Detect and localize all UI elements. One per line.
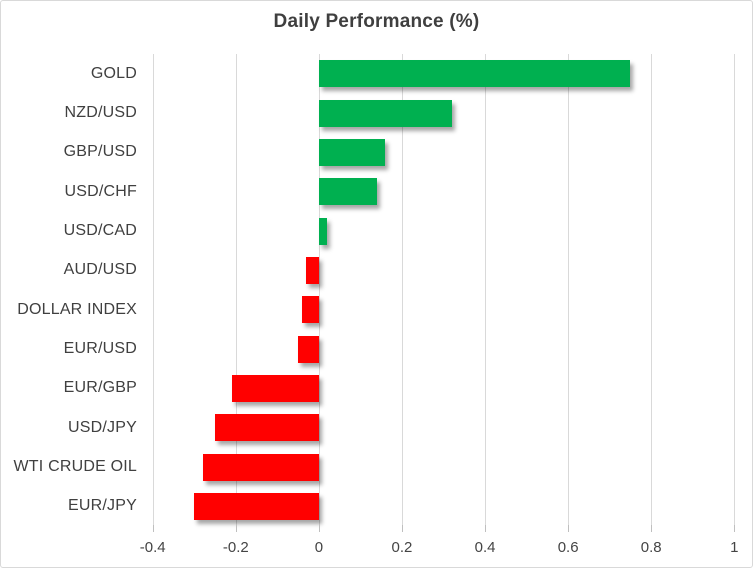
gridline-x-0.8 — [651, 54, 653, 526]
category-label-gbp-usd: GBP/USD — [63, 143, 137, 161]
bar-usd-cad — [318, 217, 328, 245]
category-label-usd-cad: USD/CAD — [63, 222, 137, 239]
category-label-usd-chf: USD/CHF — [64, 182, 137, 200]
gridline-x-0.6 — [568, 54, 570, 526]
x-tick-label-0.6: 0.6 — [557, 539, 579, 556]
chart-title: Daily Performance (%) — [273, 11, 480, 32]
x-tick-label--0.4: -0.4 — [139, 539, 166, 556]
plot-area — [152, 54, 736, 526]
gridline-x-0.2 — [401, 54, 403, 526]
bar-dollar-index — [302, 296, 319, 324]
x-tick-mark — [485, 525, 487, 532]
x-tick-mark — [734, 525, 736, 532]
gridline-x-0.4 — [485, 54, 487, 526]
x-tick-mark — [651, 525, 653, 532]
category-label-usd-jpy: USD/JPY — [68, 418, 137, 436]
bar-wti-crude-oil — [202, 453, 319, 481]
gridline-x--0.4 — [152, 54, 154, 526]
category-label-gold: GOLD — [90, 64, 137, 82]
x-tick-mark — [235, 525, 237, 532]
bar-usd-jpy — [215, 414, 319, 442]
category-label-eur-usd: EUR/USD — [63, 340, 137, 357]
bar-eur-jpy — [194, 492, 319, 520]
bar-aud-usd — [306, 256, 319, 284]
bar-eur-gbp — [231, 374, 319, 402]
bar-gold — [318, 60, 631, 88]
category-label-eur-gbp: EUR/GBP — [63, 379, 137, 397]
category-label-eur-jpy: EUR/JPY — [68, 497, 137, 515]
x-tick-label-0.2: 0.2 — [391, 539, 413, 556]
x-tick-label-0: 0 — [314, 539, 324, 556]
x-tick-mark — [152, 525, 154, 532]
x-tick-mark — [401, 525, 403, 532]
x-tick-label-0.8: 0.8 — [640, 539, 662, 556]
gridline-x-0 — [318, 54, 320, 526]
category-label-wti-crude-oil: WTI CRUDE OIL — [13, 458, 137, 475]
x-tick-mark — [318, 525, 320, 532]
x-tick-label-0.4: 0.4 — [474, 539, 496, 556]
category-label-dollar-index: DOLLAR INDEX — [17, 300, 137, 318]
category-label-nzd-usd: NZD/USD — [64, 104, 137, 121]
x-tick-label-1: 1 — [730, 539, 739, 556]
gridline-x-1 — [734, 54, 736, 526]
bar-usd-chf — [318, 178, 377, 206]
bar-eur-usd — [298, 335, 319, 363]
x-tick-label--0.2: -0.2 — [222, 539, 249, 556]
bar-nzd-usd — [318, 99, 452, 127]
category-label-aud-usd: AUD/USD — [63, 261, 137, 279]
gridline-x--0.2 — [235, 54, 237, 526]
x-tick-mark — [568, 525, 570, 532]
bar-gbp-usd — [318, 138, 386, 166]
